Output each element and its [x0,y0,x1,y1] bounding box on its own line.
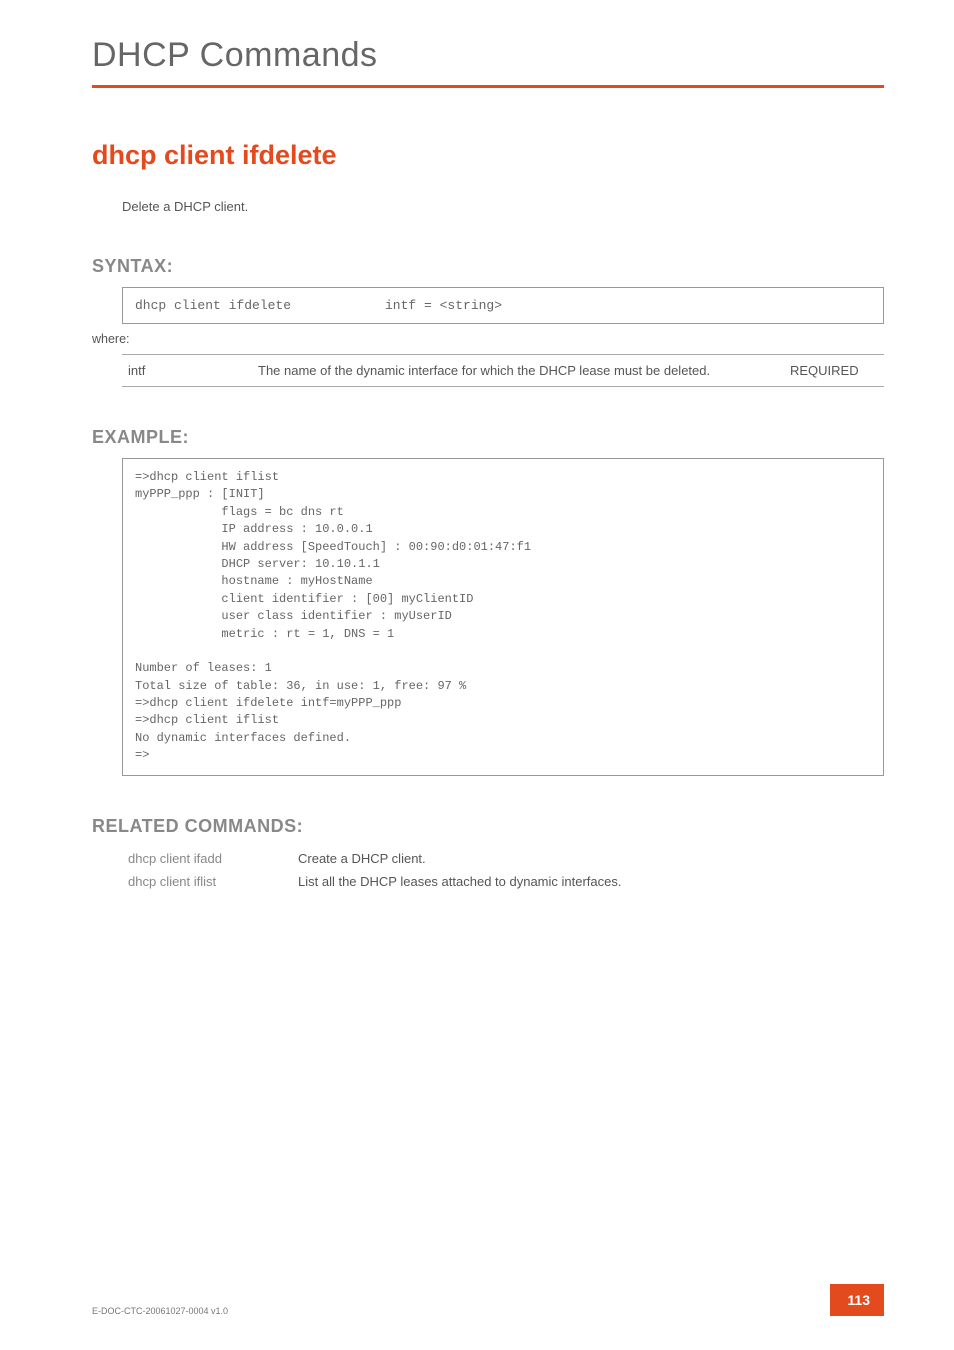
related-desc: Create a DHCP client. [292,847,627,870]
footer: E-DOC-CTC-20061027-0004 v1.0 113 [92,1284,884,1316]
param-req: REQUIRED [784,355,884,387]
params-table: intf The name of the dynamic interface f… [122,354,884,387]
command-heading: dhcp client ifdelete [92,140,884,171]
related-commands-table: dhcp client ifadd Create a DHCP client. … [122,847,627,893]
param-name: intf [122,355,252,387]
related-cmd: dhcp client ifadd [122,847,292,870]
example-heading: EXAMPLE: [92,427,884,448]
example-box: =>dhcp client iflist myPPP_ppp : [INIT] … [122,458,884,776]
param-desc: The name of the dynamic interface for wh… [252,355,784,387]
table-row: intf The name of the dynamic interface f… [122,355,884,387]
syntax-command: dhcp client ifdelete [135,298,385,313]
syntax-args: intf = <string> [385,298,502,313]
related-heading: RELATED COMMANDS: [92,816,884,837]
syntax-box: dhcp client ifdelete intf = <string> [122,287,884,324]
table-row: dhcp client iflist List all the DHCP lea… [122,870,627,893]
page-title: DHCP Commands [92,36,884,75]
where-label: where: [92,332,884,346]
document-reference: E-DOC-CTC-20061027-0004 v1.0 [92,1306,228,1316]
page-number: 113 [830,1284,884,1316]
table-row: dhcp client ifadd Create a DHCP client. [122,847,627,870]
related-desc: List all the DHCP leases attached to dyn… [292,870,627,893]
title-bar: DHCP Commands [92,36,884,88]
syntax-heading: SYNTAX: [92,256,884,277]
command-description: Delete a DHCP client. [122,199,884,214]
related-cmd: dhcp client iflist [122,870,292,893]
